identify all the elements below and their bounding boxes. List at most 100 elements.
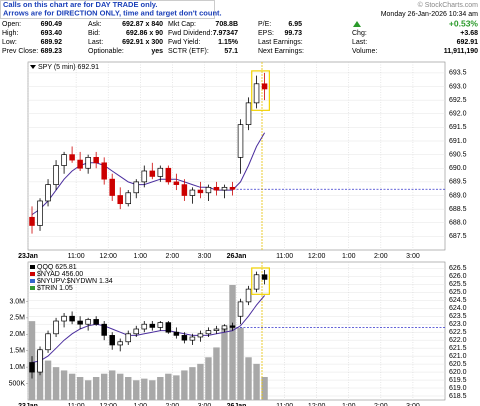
candle-body (197, 189, 204, 194)
volume-bar (141, 378, 148, 400)
candle-body (173, 331, 180, 336)
quote-value: 689.23 (41, 48, 63, 55)
candle-body (141, 170, 148, 183)
candle-body (181, 335, 188, 341)
volume-bar (245, 357, 252, 400)
legend-entry: $NYUPV:$NYDWN 1.34 (37, 278, 113, 285)
x-tick-label: 3:00 (198, 403, 212, 406)
x-tick-label: 26Jan (227, 253, 247, 260)
y-tick-label: 621.5 (449, 345, 467, 352)
candle-body (141, 323, 148, 330)
volume-bar (92, 377, 100, 400)
volume-bar (125, 377, 132, 400)
status-label: Last: (352, 39, 367, 46)
volume-bar (157, 377, 164, 400)
candle-body (133, 328, 140, 335)
candle-body (109, 335, 115, 346)
quote-label: Fwd Yield: (168, 39, 200, 46)
volume-bar (117, 373, 124, 400)
y-tick-label: 691.5 (449, 124, 467, 131)
y-tick-label: 618.5 (449, 393, 467, 400)
y2-tick-label: 2.5M (9, 315, 25, 322)
volume-bar (36, 350, 44, 400)
candle-body (253, 274, 260, 290)
x-tick-label: 2:00 (374, 403, 388, 406)
candle-body (261, 83, 268, 90)
chart-panel: 687.5 688.0 688.5 689.0 689.5 690.0 690.5 691.0… (18, 61, 467, 260)
candle-body (229, 325, 236, 328)
candle-body (61, 315, 67, 322)
y-tick-label: 693.5 (449, 70, 467, 77)
quote-label: Ask: (88, 21, 102, 28)
note-line: Arrows are for DIRECTION ONLY, time and … (3, 8, 222, 17)
highlight-box (251, 267, 270, 295)
y-tick-label: 687.5 (449, 233, 467, 240)
x-tick-label: 1:00 (342, 403, 356, 406)
candle-body (101, 323, 107, 336)
y-tick-label: 692.5 (449, 97, 467, 104)
candle-body (69, 315, 75, 322)
volume-bar (221, 327, 228, 400)
status-value: 11,911,190 (444, 48, 478, 55)
up-arrow-icon (353, 21, 361, 27)
quote-label: Last Earnings: (258, 39, 303, 46)
x-tick-label: 11:00 (68, 253, 85, 260)
x-tick-label: 12:00 (99, 253, 117, 260)
candle-body (157, 167, 164, 177)
volume-bar (165, 373, 172, 400)
candle-body (229, 186, 236, 190)
quote-label: SCTR (ETF): (168, 48, 209, 55)
candle-body (77, 159, 83, 169)
y-tick-label: 620.0 (449, 369, 467, 376)
chart-label: SPY (5 min) 692.91 (38, 64, 99, 71)
volume-bar (205, 357, 212, 400)
candle-body (45, 333, 51, 351)
candle-body (205, 330, 212, 335)
chart-panels: 687.5 688.0 688.5 689.0 689.5 690.0 690.5 691.0… (9, 61, 467, 406)
y-tick-label: 691.0 (449, 138, 467, 145)
volume-bar (60, 370, 68, 400)
y2-tick-label: 3.0M (9, 298, 25, 305)
moving-average (31, 295, 265, 363)
x-tick-label: 12:00 (99, 403, 117, 406)
y-tick-label: 625.5 (449, 281, 467, 288)
quote-value: 692.87 x 840 (122, 21, 163, 28)
note-box (0, 0, 215, 19)
volume-bar (52, 367, 60, 400)
candle-body (213, 328, 220, 331)
volume-bar (44, 360, 52, 400)
y-tick-label: 619.5 (449, 377, 467, 384)
y-tick-label: 623.5 (449, 313, 467, 320)
legend-entry: $TRIN 1.05 (37, 285, 73, 292)
quote-value: 708.8B (215, 21, 238, 28)
quote-label: Low: (2, 39, 17, 46)
candle-body (253, 83, 260, 104)
legend-swatch (30, 272, 35, 276)
volume-bar (181, 370, 188, 400)
candle-body (237, 301, 244, 317)
quote-label: Optionable: (88, 48, 124, 55)
y2-tick-label: 2.0M (9, 331, 25, 338)
candle-body (245, 102, 252, 126)
candle-body (109, 178, 115, 196)
candle-body (69, 154, 75, 161)
x-tick-label: 1:00 (133, 403, 147, 406)
quote-date: Monday 26-Jan-2026 10:34 am (381, 11, 478, 18)
candle-body (189, 189, 196, 196)
x-tick-label: 3:00 (406, 403, 420, 406)
candle-body (189, 336, 196, 341)
legend-swatch (30, 265, 35, 269)
legend-swatch (30, 286, 35, 290)
quote-value: 99.73 (284, 30, 302, 37)
candle-body (221, 325, 228, 330)
volume-bar (261, 377, 268, 400)
y-tick-label: 690.5 (449, 151, 467, 158)
y2-tick-label: 1.5M (9, 348, 25, 355)
legend-entry: QQQ 625.81 (37, 264, 77, 271)
candle-body (93, 157, 99, 164)
x-tick-label: 23Jan (18, 253, 38, 260)
candle-body (101, 162, 107, 180)
candle-body (149, 170, 156, 177)
candle-body (125, 192, 131, 205)
